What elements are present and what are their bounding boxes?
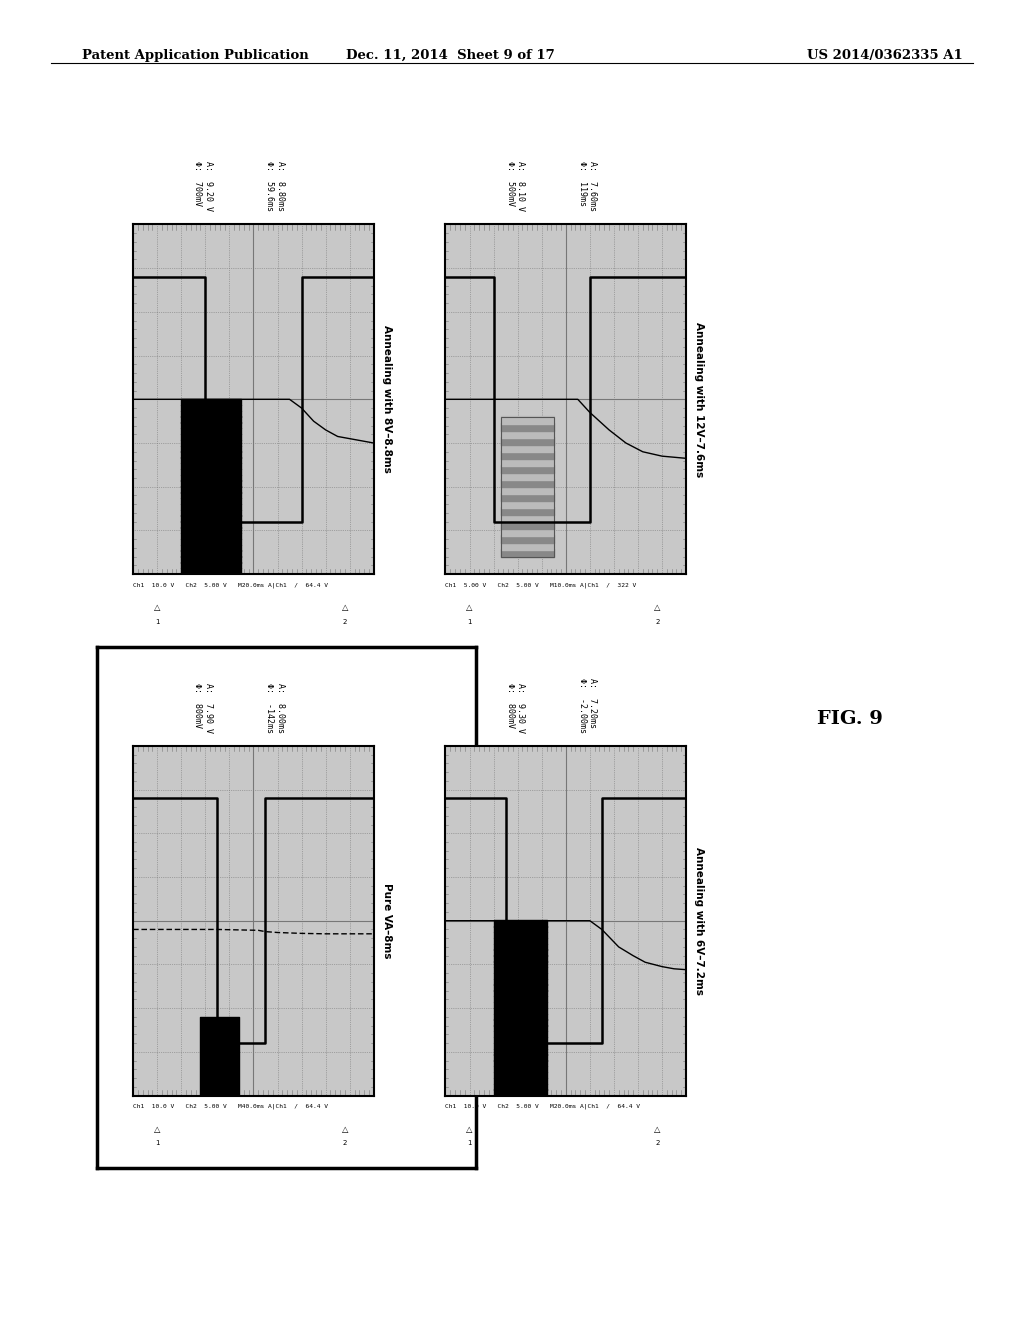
Text: A:  9.20 V
Φ:  700mV: A: 9.20 V Φ: 700mV: [194, 161, 213, 211]
Text: Ch1  10.0 V   Ch2  5.00 V   M20.0ms A|Ch1  /  64.4 V: Ch1 10.0 V Ch2 5.00 V M20.0ms A|Ch1 / 64…: [133, 582, 328, 587]
Text: Annealing with 8V–8.8ms: Annealing with 8V–8.8ms: [382, 325, 392, 474]
Text: A:  8.10 V
Φ:  500mV: A: 8.10 V Φ: 500mV: [506, 161, 525, 211]
Text: US 2014/0362335 A1: US 2014/0362335 A1: [807, 49, 963, 62]
Text: △: △: [654, 1125, 660, 1134]
Text: △: △: [154, 603, 161, 612]
Text: 1: 1: [467, 619, 472, 626]
Bar: [501, 417, 554, 557]
Text: Ch1  10.0 V   Ch2  5.00 V   M40.0ms A|Ch1  /  64.4 V: Ch1 10.0 V Ch2 5.00 V M40.0ms A|Ch1 / 64…: [133, 1104, 328, 1109]
Text: △: △: [342, 1125, 348, 1134]
Text: FIG. 9: FIG. 9: [817, 710, 883, 729]
Text: A:  8.00ms
Φ:  -142ms: A: 8.00ms Φ: -142ms: [265, 682, 285, 733]
Text: Pure VA–8ms: Pure VA–8ms: [382, 883, 392, 958]
Text: Ch1  10.0 V   Ch2  5.00 V   M20.0ms A|Ch1  /  64.4 V: Ch1 10.0 V Ch2 5.00 V M20.0ms A|Ch1 / 64…: [445, 1104, 640, 1109]
Text: A:  7.60ms
Φ:  119ms: A: 7.60ms Φ: 119ms: [578, 161, 597, 211]
Text: Annealing with 6V–7.2ms: Annealing with 6V–7.2ms: [694, 846, 705, 995]
Text: △: △: [466, 603, 473, 612]
Text: Dec. 11, 2014  Sheet 9 of 17: Dec. 11, 2014 Sheet 9 of 17: [346, 49, 555, 62]
Text: Annealing with 12V–7.6ms: Annealing with 12V–7.6ms: [694, 322, 705, 477]
Text: △: △: [342, 603, 348, 612]
Text: 2: 2: [343, 1140, 347, 1147]
Text: 2: 2: [655, 619, 659, 626]
Text: A:  7.90 V
Φ:  800mV: A: 7.90 V Φ: 800mV: [194, 682, 213, 733]
Text: A:  8.80ms
Φ:  59.6ms: A: 8.80ms Φ: 59.6ms: [265, 161, 285, 211]
Text: Ch1  5.00 V   Ch2  5.00 V   M10.0ms A|Ch1  /  322 V: Ch1 5.00 V Ch2 5.00 V M10.0ms A|Ch1 / 32…: [445, 582, 637, 587]
Text: △: △: [466, 1125, 473, 1134]
Text: 1: 1: [467, 1140, 472, 1147]
Text: △: △: [654, 603, 660, 612]
Text: 2: 2: [343, 619, 347, 626]
Text: △: △: [154, 1125, 161, 1134]
Text: Patent Application Publication: Patent Application Publication: [82, 49, 308, 62]
Text: 1: 1: [155, 619, 160, 626]
Text: 2: 2: [655, 1140, 659, 1147]
Text: 1: 1: [155, 1140, 160, 1147]
Text: A:  7.20ms
Φ:  -2.00ms: A: 7.20ms Φ: -2.00ms: [578, 677, 597, 733]
Text: A:  9.30 V
Φ:  800mV: A: 9.30 V Φ: 800mV: [506, 682, 525, 733]
